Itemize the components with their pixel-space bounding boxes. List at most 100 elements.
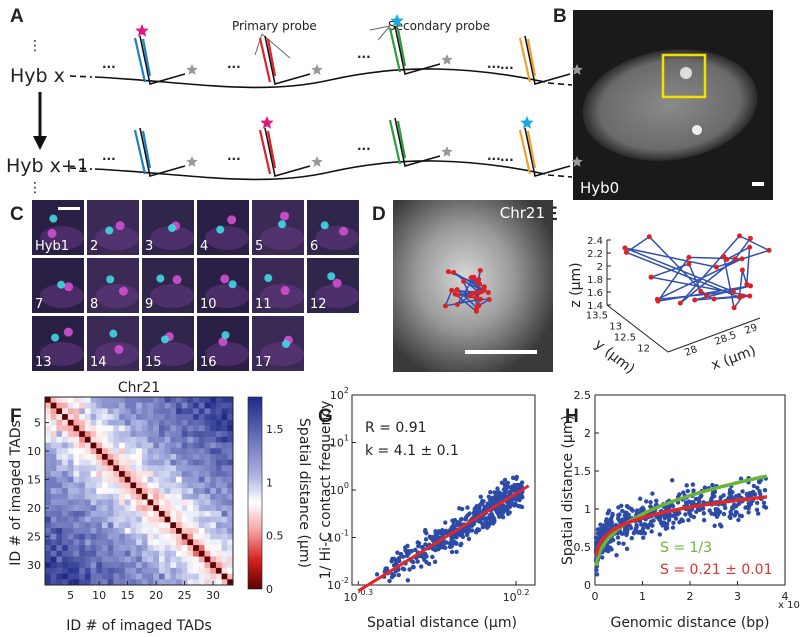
scatter-dot [483,517,489,522]
trace-node [704,293,710,299]
heatmap-cell [141,453,148,460]
scatter-dot [449,549,455,555]
scatter-dot [746,510,751,515]
heatmap-cell [101,522,108,529]
heatmap-cell [113,448,120,455]
ellipsis: ··· [227,152,241,166]
trace-node [721,253,727,259]
heatmap-cell [210,493,217,500]
heatmap-cell [204,431,211,438]
scatter-dot [730,506,736,511]
heatmap-cell [90,573,97,580]
heatmap-cell [84,556,91,563]
heatmap-cell [187,579,194,586]
heatmap-cell [101,431,108,438]
heatmap-cell [176,465,183,472]
heatmap-cell [198,482,205,489]
heatmap-cell [170,550,177,557]
heatmap-cell [153,448,160,455]
heatmap-cell [62,545,69,552]
heatmap-cell [96,510,103,517]
primary-probe [394,25,441,76]
heatmap-cell [56,397,63,403]
heatmap-cell [193,499,200,506]
heatmap-cell [101,567,108,574]
heatmap-cell [187,465,194,472]
heatmap-cell [158,550,165,557]
heatmap-cell [158,459,165,466]
heatmap-cell [45,488,51,495]
heatmap-cell [141,522,148,529]
heatmap-cell [56,528,63,535]
ellipsis: ··· [357,142,371,156]
secondary-probe [266,38,277,77]
heatmap-cell [176,488,183,495]
heatmap-cell [101,471,108,478]
scatter-dot [736,517,741,523]
ellipsis: ··· [102,60,116,74]
heatmap-cell [67,522,74,529]
scatter-dot [629,506,634,512]
heatmap-cell [215,567,222,574]
scatter-dot [688,511,693,517]
heatmap-cell [113,397,120,403]
scatter-dot [650,491,655,496]
heatmap-cell [130,459,137,466]
star [135,24,149,37]
heatmap-cell [170,459,177,466]
heatmap-cell [170,545,177,552]
heatmap-cell [101,516,108,523]
heatmap-cell [90,465,97,472]
trace-node [454,301,460,307]
haze [150,226,194,250]
heatmap-cell [84,567,91,574]
heatmap-cell [84,442,91,449]
tick-label: 2.2 [587,249,603,260]
heatmap-cell [101,453,108,460]
heatmap-cell [158,408,165,415]
heatmap-cell [136,453,143,460]
tick-label: 1.8 [587,275,603,286]
heatmap-cell [198,397,205,403]
heatmap-cell [113,414,120,421]
heatmap-cell [73,499,80,506]
heatmap-cell [181,499,188,506]
heatmap-cell [84,453,91,460]
heatmap-cell [90,442,97,449]
heatmap-cell [215,397,222,403]
spot-magenta [115,221,125,231]
heatmap-cell [198,414,205,421]
scatter-dot [731,502,737,508]
primary-probe [394,117,441,168]
heatmap-cell [113,573,120,580]
heatmap-cell [136,579,143,586]
heatmap-cell [147,493,154,500]
heatmap-cell [79,476,86,483]
scatter-dot [685,488,690,494]
heatmap-cell [221,425,228,432]
heatmap-cell [119,522,126,529]
tick-label: 30 [206,589,220,602]
trace-node [724,256,730,262]
scatter-dot [740,489,745,494]
heatmap-cell [153,414,160,421]
heatmap-cell [153,539,160,546]
heatmap-cell [204,482,211,489]
heatmap-cell [56,562,63,569]
heatmap-cell [153,488,160,495]
scatter-dot [734,510,739,515]
heatmap-cell [141,510,148,517]
heatmap-cell [84,425,91,432]
heatmap-cell [147,579,154,586]
heatmap-cell [84,539,91,546]
heatmap-cell [170,448,177,455]
heatmap-cell [62,419,69,426]
heatmap-cell [147,448,154,455]
scatter-dot [670,525,676,530]
axis-label: Genomic distance (bp) [610,615,769,631]
tick-label: 1.5 [574,465,592,478]
heatmap-cell [113,476,120,483]
panel-label: D [372,204,386,225]
heatmap-cell [227,397,234,403]
scatter-dot [712,512,717,517]
